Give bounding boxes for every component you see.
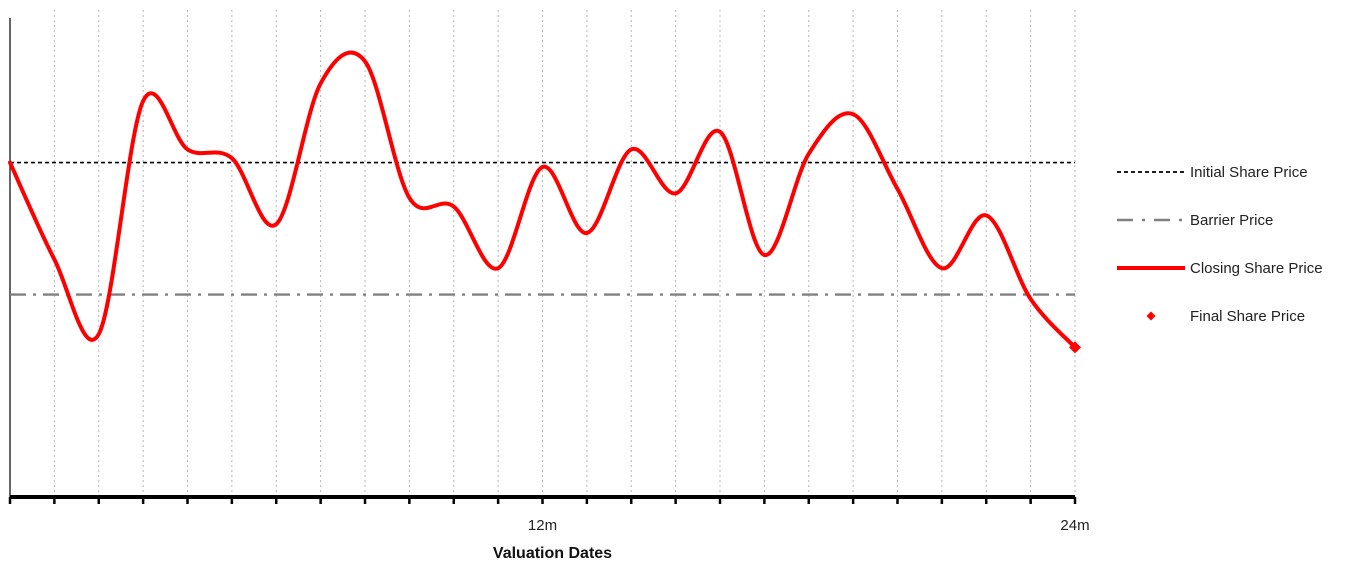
legend-closing-share-price: Closing Share Price (1117, 260, 1323, 277)
markers (1069, 341, 1081, 354)
legend-label: Final Share Price (1190, 308, 1305, 325)
legend-label: Closing Share Price (1190, 260, 1323, 277)
legend-initial-share-price: Initial Share Price (1117, 164, 1308, 181)
legend-final-share-price: Final Share Price (1146, 308, 1305, 325)
legend-label: Barrier Price (1190, 212, 1273, 229)
x-tick-labels: 12m 24m (528, 517, 1090, 534)
legend-label: Initial Share Price (1190, 164, 1308, 181)
series (8, 50, 1077, 350)
legend-swatch (1146, 311, 1156, 321)
vertical-grid (53, 10, 1076, 497)
x-tick-label: 12m (528, 517, 557, 534)
reference-lines (10, 161, 1075, 296)
final-share-price-marker (1069, 341, 1081, 354)
legend-barrier-price: Barrier Price (1117, 212, 1273, 229)
x-tick-label: 24m (1060, 517, 1089, 534)
legend: Initial Share Price Barrier Price Closing … (1117, 164, 1323, 325)
x-axis-title: Valuation Dates (493, 545, 612, 562)
closing-share-price-line (8, 50, 1077, 350)
x-axis-ticks (8, 497, 1077, 504)
